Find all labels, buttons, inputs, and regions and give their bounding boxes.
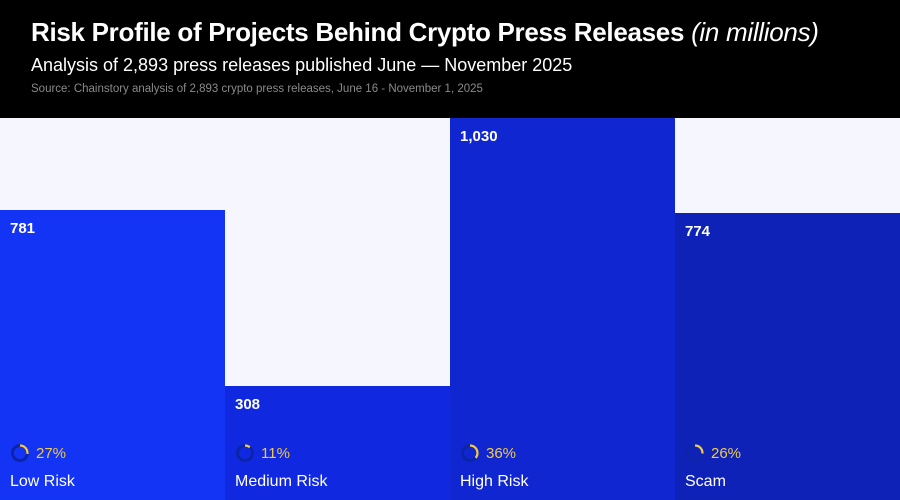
donut-progress-icon [236,444,254,462]
bar-medium-risk: 308 11% Medium Risk [225,386,450,500]
percentage-label: 11% [261,444,290,462]
donut-arc [11,444,29,462]
chart-source: Source: Chainstory analysis of 2,893 cry… [31,83,483,95]
donut-arc [686,444,704,462]
bar-scam: 774 26% Scam [675,213,900,500]
bar-high-risk: 1,030 36% High Risk [450,118,675,500]
percentage-indicator: 26% [685,443,741,463]
bar-value-label: 1,030 [460,128,498,145]
chart-subtitle: Analysis of 2,893 press releases publish… [31,55,573,75]
donut-arc [461,444,479,462]
chart-header: Risk Profile of Projects Behind Crypto P… [0,0,900,118]
percentage-indicator: 27% [10,443,66,463]
title-unit: (in millions) [691,17,819,47]
title-text: Risk Profile of Projects Behind Crypto P… [31,17,685,47]
donut-progress-icon [11,444,29,462]
category-label: Medium Risk [235,473,328,490]
chart-title: Risk Profile of Projects Behind Crypto P… [31,17,819,48]
percentage-indicator: 11% [235,443,290,463]
donut-progress-icon [686,444,704,462]
donut-progress-icon [461,444,479,462]
percentage-indicator: 36% [460,443,516,463]
bar-chart: 781 27% Low Risk 308 11% Medium Risk 1,030 36% H… [0,118,900,500]
bar-low-risk: 781 27% Low Risk [0,210,225,500]
donut-arc [236,444,254,462]
percentage-label: 27% [36,444,67,462]
bar-value-label: 781 [10,220,36,237]
category-label: Low Risk [10,473,75,490]
category-label: High Risk [460,473,529,490]
percentage-label: 36% [486,444,517,462]
percentage-label: 26% [711,444,742,462]
bar-value-label: 308 [235,396,261,413]
donut-track [236,444,254,462]
bar-value-label: 774 [685,223,711,240]
category-label: Scam [685,473,726,490]
